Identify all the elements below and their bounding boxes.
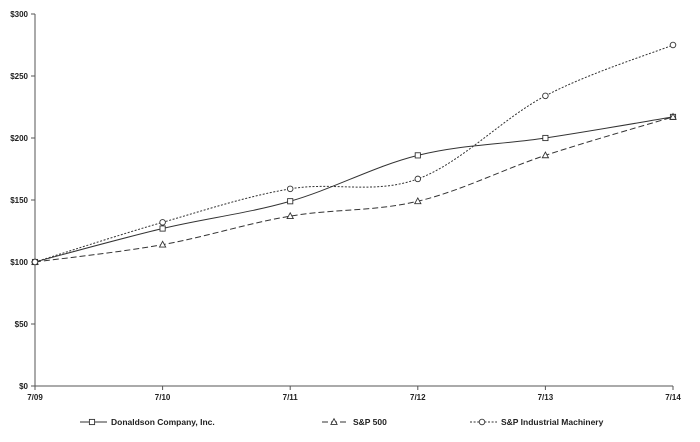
data-point-marker (669, 41, 677, 49)
data-point-marker (158, 240, 167, 248)
y-tick-label: $50 (15, 320, 29, 329)
series-triangle (31, 112, 677, 265)
legend: Donaldson Company, Inc. S&P 500 S&P Indust… (80, 417, 604, 427)
legend-label: S&P 500 (353, 417, 387, 427)
legend-item: Donaldson Company, Inc. (80, 417, 215, 427)
y-tick-label: $250 (10, 72, 28, 81)
data-point-marker (414, 152, 421, 159)
series-line (34, 116, 674, 263)
legend-marker (330, 417, 338, 425)
data-point-marker (31, 258, 39, 266)
data-point-marker (413, 196, 422, 205)
y-tick-label: $100 (10, 258, 28, 267)
y-tick-label: $0 (19, 382, 28, 391)
legend-item: S&P Industrial Machinery (470, 417, 604, 427)
data-point-marker (287, 198, 294, 205)
legend-marker (88, 418, 96, 426)
x-tick-label: 7/12 (410, 393, 426, 402)
data-point-marker (541, 151, 550, 159)
data-point-marker (414, 175, 422, 183)
x-tick-label: 7/09 (27, 393, 43, 402)
legend-item: S&P 500 (322, 417, 387, 427)
series-square (31, 113, 677, 266)
x-tick-label: 7/13 (538, 393, 554, 402)
data-point-marker (159, 219, 166, 226)
x-tick-label: 7/11 (283, 393, 299, 402)
y-axis: $0 $50 $100 $150 $200 $250 $300 (10, 10, 36, 391)
data-point-marker (286, 185, 294, 193)
data-point-marker (542, 134, 549, 142)
series-line (34, 116, 674, 263)
data-point-marker (669, 112, 677, 120)
data-point-marker (286, 211, 295, 219)
y-tick-label: $150 (10, 196, 28, 205)
legend-label: Donaldson Company, Inc. (111, 417, 215, 427)
x-axis: 7/09 7/10 7/11 7/12 7/13 7/14 (27, 385, 681, 402)
x-tick-label: 7/14 (665, 393, 681, 402)
legend-label: S&P Industrial Machinery (501, 417, 604, 427)
legend-marker (478, 418, 486, 426)
x-tick-label: 7/10 (155, 393, 171, 402)
data-point-marker (159, 225, 166, 232)
y-tick-label: $200 (10, 134, 28, 143)
series-layer (31, 41, 677, 266)
series-line (34, 44, 674, 263)
y-tick-label: $300 (10, 10, 28, 19)
series-circle (31, 41, 677, 266)
data-point-marker (542, 92, 549, 100)
